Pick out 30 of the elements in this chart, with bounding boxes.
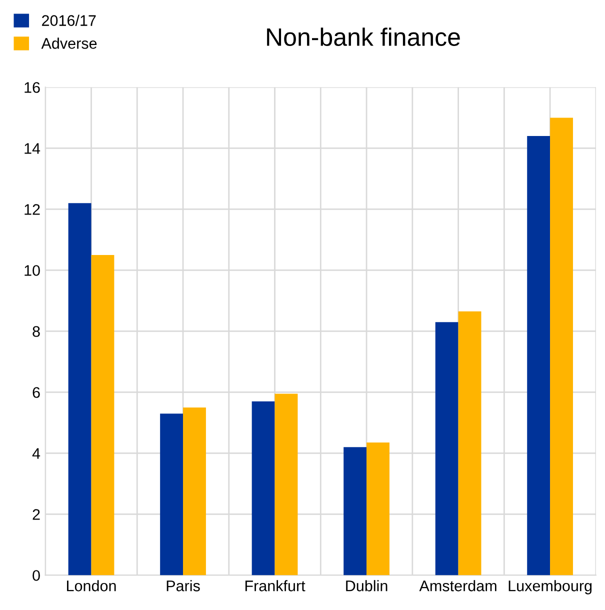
x-tick-label: Luxembourg (508, 580, 592, 594)
bar (91, 254, 114, 576)
y-tick-label: 10 (24, 265, 40, 276)
bar (274, 394, 298, 576)
y-tick-label: 8 (32, 326, 40, 337)
bar (68, 203, 92, 576)
x-tick-label: Amsterdam (419, 580, 496, 592)
y-tick-label: 4 (32, 448, 40, 459)
legend-label: 2016/17 (42, 14, 96, 26)
x-tick-label: London (67, 580, 116, 592)
bar (252, 401, 275, 576)
y-tick-label: 16 (24, 82, 40, 93)
y-tick-label: 12 (24, 204, 40, 215)
bar (344, 447, 367, 576)
y-tick-label: 14 (24, 143, 40, 154)
legend-label: Adverse (41, 38, 97, 49)
bar (550, 118, 573, 576)
chart-title: Non-bank finance (267, 28, 460, 46)
bar (458, 311, 482, 576)
y-tick-label: 6 (32, 387, 40, 398)
bar (435, 322, 458, 576)
bar (183, 407, 206, 576)
x-tick-label: Dublin (346, 580, 388, 592)
y-tick-label: 2 (32, 509, 40, 520)
bar (527, 136, 550, 576)
y-tick-label: 0 (32, 570, 40, 581)
bar (160, 414, 184, 576)
x-tick-label: Frankfurt (245, 580, 306, 592)
x-tick-label: Paris (166, 580, 200, 592)
bar (366, 442, 390, 576)
